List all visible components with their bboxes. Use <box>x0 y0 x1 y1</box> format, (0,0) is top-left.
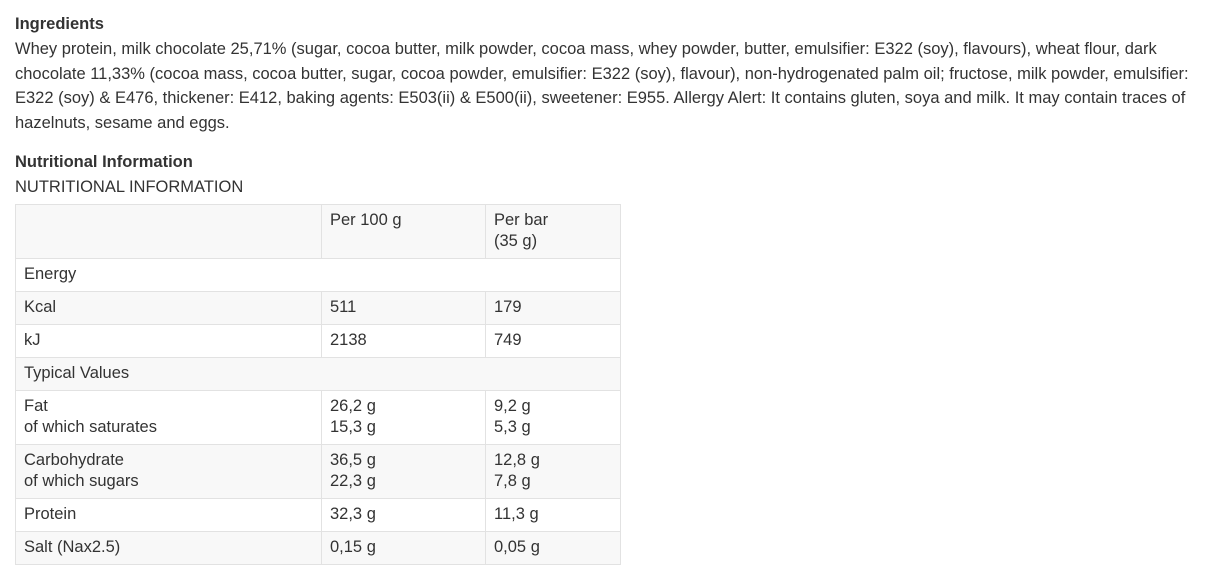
per-100g-value-cell: 0,15 g <box>321 531 486 565</box>
per-bar-value-cell: 12,8 g 7,8 g <box>485 444 621 499</box>
nutrient-label-cell: Protein <box>15 498 322 532</box>
nutrient-label-cell: Kcal <box>15 291 322 325</box>
section-label-cell: Typical Values <box>15 357 621 391</box>
nutrient-label-cell: Fat of which saturates <box>15 390 322 445</box>
per-100g-value-cell: 36,5 g 22,3 g <box>321 444 486 499</box>
per-100g-value-cell: 2138 <box>321 324 486 358</box>
table-row: Fat of which saturates 26,2 g 15,3 g 9,2 g… <box>15 390 621 445</box>
per-bar-value-cell: 9,2 g 5,3 g <box>485 390 621 445</box>
section-label-cell: Energy <box>15 258 621 292</box>
nutritional-information-heading: Nutritional Information <box>15 153 193 171</box>
nutrient-label-cell: Salt (Nax2.5) <box>15 531 322 565</box>
header-cell-per-100g: Per 100 g <box>321 204 486 259</box>
ingredients-text: Whey protein, milk chocolate 25,71% (sug… <box>15 40 1189 132</box>
per-100g-value-cell: 26,2 g 15,3 g <box>321 390 486 445</box>
per-bar-value-cell: 179 <box>485 291 621 325</box>
table-row: kJ 2138 749 <box>15 324 621 358</box>
header-cell-per-bar: Per bar (35 g) <box>485 204 621 259</box>
table-row: Salt (Nax2.5) 0,15 g 0,05 g <box>15 531 621 565</box>
table-row: Typical Values <box>15 357 621 391</box>
per-100g-value-cell: 511 <box>321 291 486 325</box>
per-bar-value-cell: 0,05 g <box>485 531 621 565</box>
table-header-row: Per 100 g Per bar (35 g) <box>15 204 621 259</box>
table-row: Carbohydrate of which sugars 36,5 g 22,3 … <box>15 444 621 499</box>
table-row: Energy <box>15 258 621 292</box>
table-row: Kcal 511 179 <box>15 291 621 325</box>
per-bar-value-cell: 749 <box>485 324 621 358</box>
per-100g-value-cell: 32,3 g <box>321 498 486 532</box>
nutrition-table: Per 100 g Per bar (35 g) Energy Kcal 511 17… <box>15 204 621 565</box>
nutrient-label-cell: kJ <box>15 324 322 358</box>
table-row: Protein 32,3 g 11,3 g <box>15 498 621 532</box>
per-bar-value-cell: 11,3 g <box>485 498 621 532</box>
nutritional-information-subheading: NUTRITIONAL INFORMATION <box>15 178 244 196</box>
ingredients-heading: Ingredients <box>15 15 104 33</box>
nutrient-label-cell: Carbohydrate of which sugars <box>15 444 322 499</box>
header-cell-nutrient <box>15 204 322 259</box>
